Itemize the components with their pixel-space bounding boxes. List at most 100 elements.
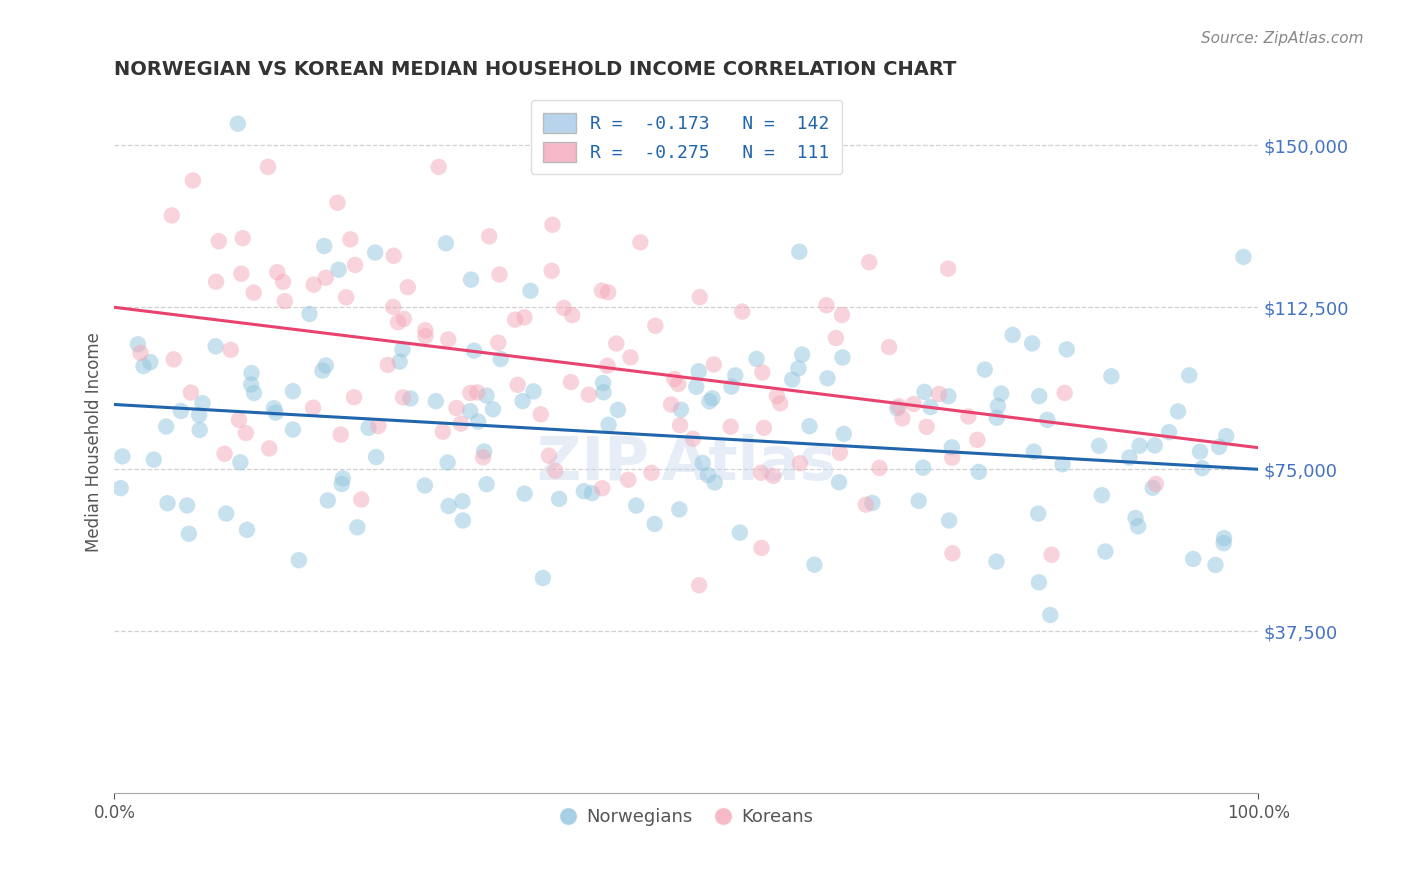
Norwegians [142, 452, 165, 467]
Norwegians [357, 421, 380, 435]
Koreans [382, 249, 405, 263]
Norwegians [1208, 440, 1230, 454]
Koreans [460, 386, 482, 401]
Koreans [644, 318, 666, 333]
Norwegians [316, 493, 339, 508]
Koreans [257, 160, 280, 174]
Koreans [367, 419, 389, 434]
Norwegians [831, 351, 853, 365]
Koreans [891, 411, 914, 425]
Text: ZIP Atlas: ZIP Atlas [537, 434, 837, 493]
Koreans [377, 358, 399, 372]
Koreans [446, 401, 468, 415]
Koreans [751, 366, 773, 380]
Koreans [232, 231, 254, 245]
Norwegians [188, 408, 211, 422]
Norwegians [697, 468, 720, 483]
Koreans [274, 294, 297, 309]
Y-axis label: Median Household Income: Median Household Income [86, 333, 103, 552]
Norwegians [188, 423, 211, 437]
Koreans [831, 308, 853, 322]
Norwegians [581, 486, 603, 500]
Koreans [396, 280, 419, 294]
Norwegians [1052, 457, 1074, 471]
Koreans [789, 456, 811, 470]
Koreans [869, 461, 891, 475]
Norwegians [907, 494, 929, 508]
Koreans [214, 447, 236, 461]
Koreans [271, 275, 294, 289]
Koreans [669, 418, 692, 433]
Norwegians [1028, 389, 1050, 403]
Norwegians [1088, 439, 1111, 453]
Norwegians [1142, 481, 1164, 495]
Koreans [666, 377, 689, 392]
Koreans [1053, 385, 1076, 400]
Norwegians [920, 400, 942, 414]
Norwegians [987, 399, 1010, 413]
Norwegians [127, 337, 149, 351]
Norwegians [328, 262, 350, 277]
Koreans [628, 235, 651, 250]
Norwegians [1191, 461, 1213, 475]
Koreans [731, 304, 754, 318]
Koreans [688, 578, 710, 592]
Koreans [427, 160, 450, 174]
Norwegians [111, 450, 134, 464]
Norwegians [787, 244, 810, 259]
Koreans [659, 397, 682, 411]
Koreans [769, 396, 792, 410]
Koreans [762, 469, 785, 483]
Koreans [488, 268, 510, 282]
Norwegians [724, 368, 747, 383]
Norwegians [346, 520, 368, 534]
Norwegians [1182, 552, 1205, 566]
Koreans [180, 385, 202, 400]
Norwegians [1129, 439, 1152, 453]
Norwegians [1001, 327, 1024, 342]
Norwegians [215, 507, 238, 521]
Koreans [617, 473, 640, 487]
Koreans [503, 312, 526, 326]
Koreans [941, 450, 963, 465]
Norwegians [436, 456, 458, 470]
Norwegians [780, 373, 803, 387]
Koreans [540, 264, 562, 278]
Koreans [544, 464, 567, 478]
Norwegians [1022, 444, 1045, 458]
Norwegians [669, 402, 692, 417]
Koreans [928, 387, 950, 401]
Norwegians [728, 525, 751, 540]
Norwegians [1212, 536, 1234, 550]
Koreans [450, 417, 472, 431]
Norwegians [263, 401, 285, 416]
Norwegians [860, 496, 883, 510]
Text: Source: ZipAtlas.com: Source: ZipAtlas.com [1201, 31, 1364, 46]
Norwegians [720, 379, 742, 393]
Norwegians [475, 389, 498, 403]
Norwegians [745, 351, 768, 366]
Koreans [640, 466, 662, 480]
Koreans [486, 335, 509, 350]
Norwegians [472, 444, 495, 458]
Koreans [591, 481, 613, 495]
Norwegians [482, 402, 505, 417]
Koreans [530, 407, 553, 421]
Koreans [344, 258, 367, 272]
Norwegians [288, 553, 311, 567]
Koreans [472, 450, 495, 465]
Norwegians [236, 523, 259, 537]
Norwegians [451, 494, 474, 508]
Koreans [329, 427, 352, 442]
Koreans [302, 401, 325, 415]
Koreans [242, 285, 264, 300]
Koreans [553, 301, 575, 315]
Koreans [903, 397, 925, 411]
Norwegians [229, 455, 252, 469]
Norwegians [624, 499, 647, 513]
Koreans [957, 409, 980, 424]
Koreans [591, 284, 613, 298]
Legend: Norwegians, Koreans: Norwegians, Koreans [553, 801, 821, 833]
Koreans [432, 425, 454, 439]
Norwegians [332, 471, 354, 485]
